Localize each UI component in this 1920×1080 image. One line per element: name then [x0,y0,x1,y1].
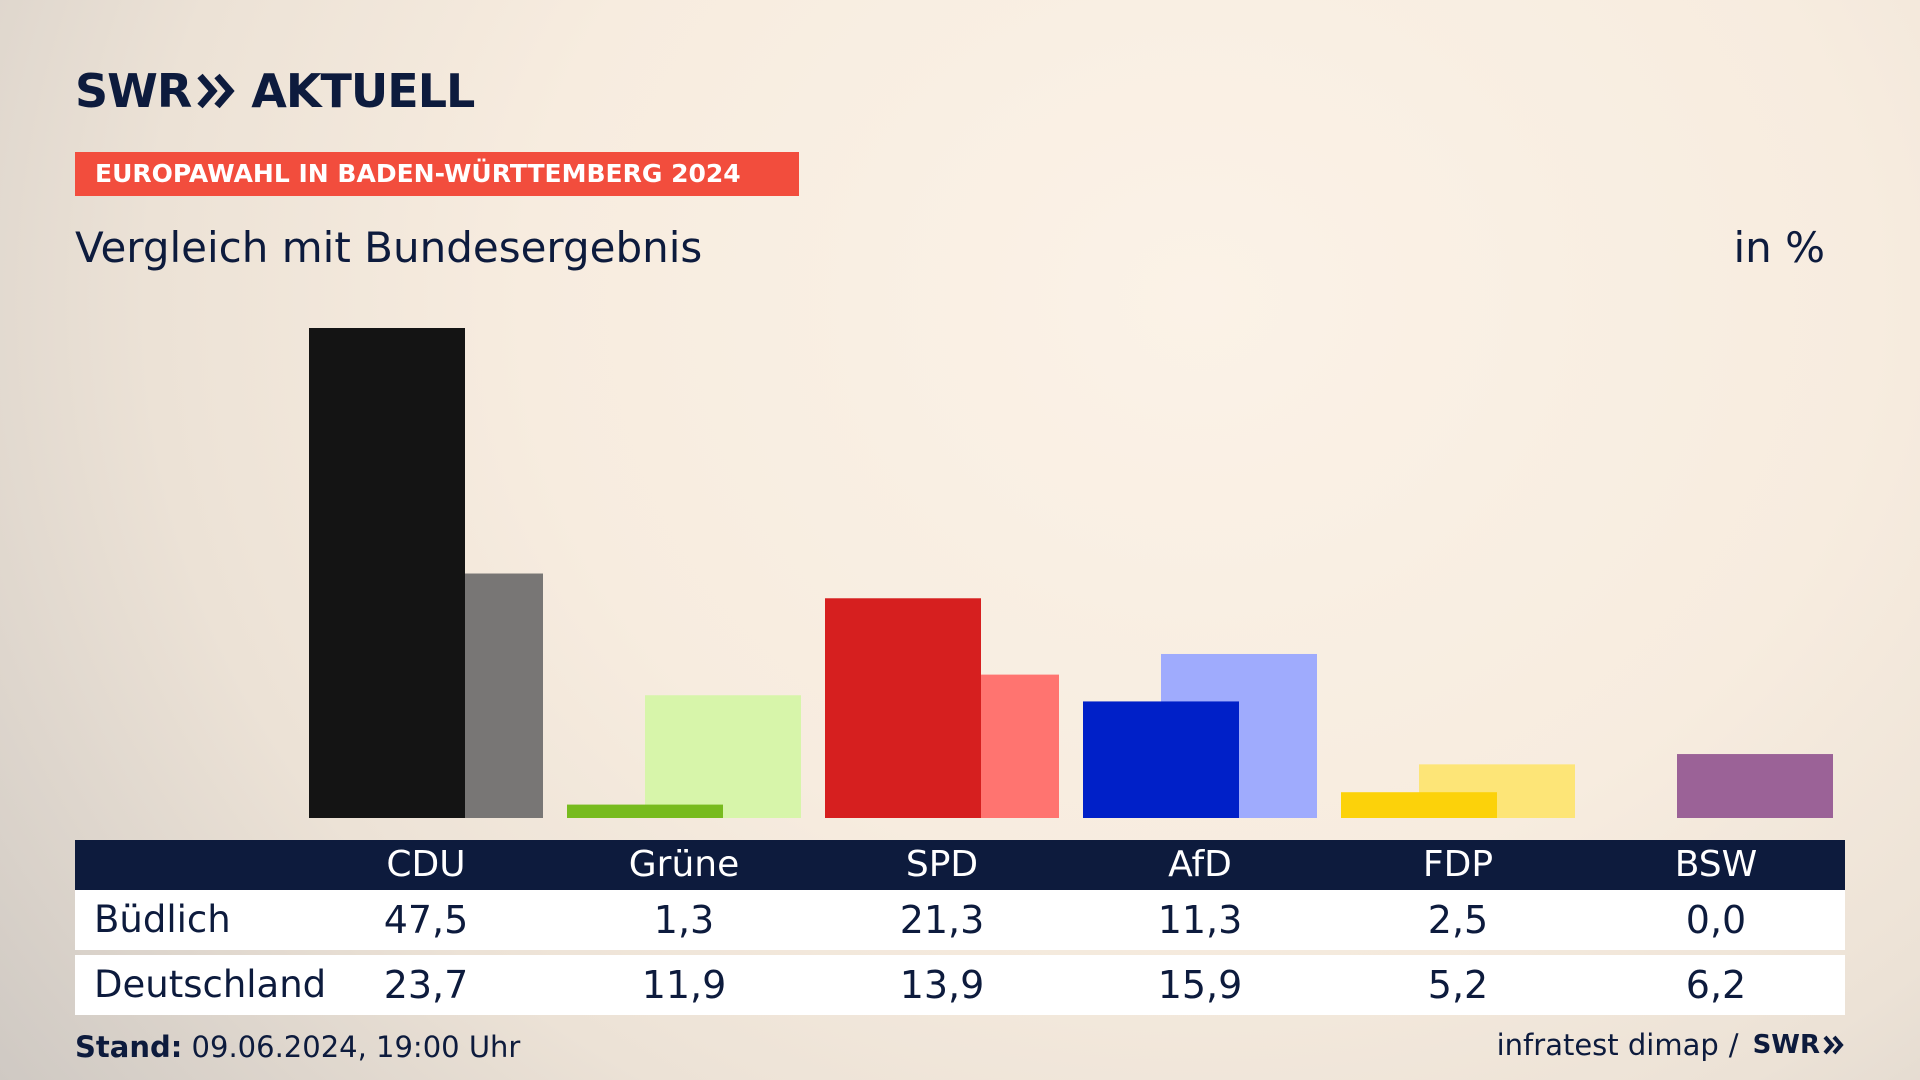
bar-regional-fdp [1341,792,1497,818]
value-cell-afd: 11,3 [1100,890,1300,950]
row-label: Büdlich [94,890,231,950]
source-separator: / [1729,1028,1739,1062]
column-header-cdu: CDU [326,840,526,890]
double-chevron-icon [1823,1035,1845,1055]
value-cell-bsw: 6,2 [1616,955,1816,1015]
value-cell-spd: 21,3 [842,890,1042,950]
value-cell-bsw: 0,0 [1616,890,1816,950]
bar-regional-gruene [567,805,723,818]
value-cell-gruene: 1,3 [584,890,784,950]
value-cell-gruene: 11,9 [584,955,784,1015]
source-credit: infratest dimap / SWR [1497,1028,1845,1062]
bar-regional-afd [1083,701,1239,818]
stand-value: 09.06.2024, 19:00 Uhr [192,1030,521,1064]
bar-regional-cdu [309,328,465,818]
mini-logo-text: SWR [1753,1030,1820,1060]
value-cell-fdp: 2,5 [1358,890,1558,950]
value-cell-cdu: 23,7 [326,955,526,1015]
value-cell-fdp: 5,2 [1358,955,1558,1015]
bar-regional-spd [825,598,981,818]
column-header-fdp: FDP [1358,840,1558,890]
table-header: CDU Grüne SPD AfD FDP BSW [75,840,1845,890]
stand-label: Stand: [75,1030,182,1064]
swr-mini-logo: SWR [1753,1030,1845,1060]
timestamp: Stand: 09.06.2024, 19:00 Uhr [75,1030,520,1064]
column-header-spd: SPD [842,840,1042,890]
row-label: Deutschland [94,955,326,1015]
source-text: infratest dimap [1497,1028,1719,1062]
table-row-germany: Deutschland 23,7 11,9 13,9 15,9 5,2 6,2 [75,955,1845,1015]
bar-deutschland-gruene [645,695,801,818]
value-cell-cdu: 47,5 [326,890,526,950]
column-header-gruene: Grüne [584,840,784,890]
table-row-regional: Büdlich 47,5 1,3 21,3 11,3 2,5 0,0 [75,890,1845,950]
column-header-bsw: BSW [1616,840,1816,890]
bar-deutschland-bsw [1677,754,1833,818]
results-table: CDU Grüne SPD AfD FDP BSW Büdlich 47,5 1,3 21,3… [75,840,1845,1015]
bar-chart [0,0,1920,830]
column-header-afd: AfD [1100,840,1300,890]
value-cell-afd: 15,9 [1100,955,1300,1015]
value-cell-spd: 13,9 [842,955,1042,1015]
